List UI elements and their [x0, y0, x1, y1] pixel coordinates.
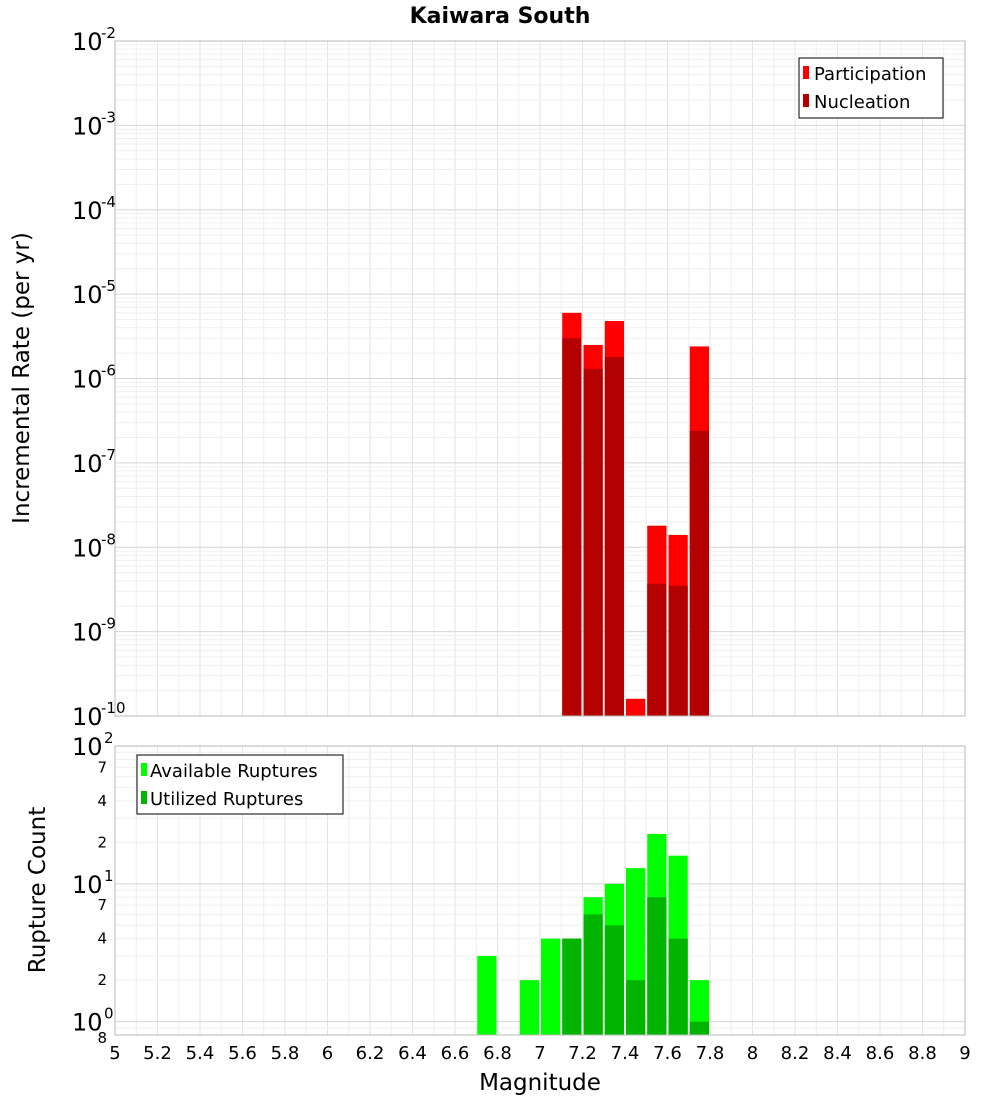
- count-y-minor-tick-label: 7: [97, 758, 107, 776]
- rate-y-tick-exponent: -4: [101, 193, 116, 211]
- count-y-tick-base: 10: [72, 871, 103, 899]
- bar-available-ruptures: [519, 980, 539, 1035]
- rate-y-tick-exponent: -9: [101, 615, 116, 633]
- count-y-axis-label: Rupture Count: [25, 807, 51, 973]
- magnitude-tick-label: 8.4: [823, 1043, 852, 1064]
- magnitude-tick-label: 6.8: [483, 1043, 512, 1064]
- rate-legend-frame: [798, 57, 944, 119]
- magnitude-tick-label: 7.6: [653, 1043, 682, 1064]
- rate-y-tick-exponent: -10: [101, 699, 126, 717]
- count-y-tick-exponent: 1: [104, 867, 114, 885]
- bar-utilized-ruptures: [562, 938, 582, 1035]
- magnitude-tick-label: 7.2: [568, 1043, 597, 1064]
- rate-y-tick-exponent: -8: [101, 530, 116, 548]
- count-y-minor-tick-label: 2: [97, 833, 107, 851]
- legend-swatch-nucleation: [803, 94, 809, 107]
- rate-y-tick-base: 10: [72, 366, 103, 394]
- legend-swatch-available: [141, 763, 147, 776]
- count-plot-bars: [477, 833, 709, 1035]
- magnitude-tick-label: 6.4: [398, 1043, 427, 1064]
- count-plot-frame: [114, 745, 966, 1036]
- count-y-minor-tick-label: 4: [97, 930, 107, 948]
- legend-label-participation: Participation: [814, 64, 926, 85]
- rate-y-tick-base: 10: [72, 534, 103, 562]
- magnitude-tick-label: 5.6: [228, 1043, 257, 1064]
- rate-y-axis-label: Incremental Rate (per yr): [9, 232, 35, 524]
- magnitude-tick-label: 7: [534, 1043, 545, 1064]
- magnitude-tick-label: 5.4: [186, 1043, 215, 1064]
- magnitude-tick-label: 6.6: [441, 1043, 470, 1064]
- count-y-minor-tick-label: 7: [97, 896, 107, 914]
- rate-plot-frame: [114, 40, 966, 717]
- count-y-tick-base: 10: [72, 1009, 103, 1037]
- legend-label-utilized: Utilized Ruptures: [150, 789, 303, 810]
- magnitude-tick-label: 9: [959, 1043, 970, 1064]
- rate-plot-bars: [562, 312, 709, 716]
- bar-nucleation: [562, 338, 582, 716]
- chart-title: Kaiwara South: [410, 4, 591, 29]
- magnitude-tick-label: 7.8: [696, 1043, 725, 1064]
- bar-participation: [626, 698, 646, 716]
- bar-utilized-ruptures: [668, 938, 688, 1035]
- legend-swatch-participation: [803, 66, 809, 79]
- count-y-tick-exponent: 2: [104, 729, 114, 747]
- bar-nucleation: [689, 430, 709, 716]
- legend-swatch-utilized: [141, 791, 147, 804]
- bar-nucleation: [668, 585, 688, 716]
- x-axis-label: Magnitude: [479, 1070, 601, 1096]
- count-y-tick-base: 10: [72, 733, 103, 761]
- magnitude-tick-label: 7.4: [611, 1043, 640, 1064]
- legend-label-nucleation: Nucleation: [814, 92, 910, 113]
- rate-y-tick-base: 10: [72, 450, 103, 478]
- rate-plot-grid: [114, 40, 966, 717]
- magnitude-tick-label: 8.6: [866, 1043, 895, 1064]
- legend-label-available: Available Ruptures: [150, 761, 318, 782]
- magnitude-tick-label: 5.8: [271, 1043, 300, 1064]
- magnitude-tick-label: 8.8: [908, 1043, 937, 1064]
- magnitude-x-ticks: 5 5.2 5.4 5.6 5.8 6 6.2 6.4 6.6 6.8 7 7.2 7.4 7.6 7.8 8…: [109, 1043, 970, 1064]
- rate-y-tick-exponent: -5: [101, 277, 116, 295]
- bar-utilized-ruptures: [583, 914, 603, 1035]
- count-y-minor-tick-label: 8: [97, 1029, 107, 1047]
- rate-y-tick-exponent: -7: [101, 446, 116, 464]
- magnitude-tick-label: 8: [747, 1043, 758, 1064]
- rate-y-tick-base: 10: [72, 619, 103, 647]
- count-y-minor-tick-label: 4: [97, 792, 107, 810]
- rate-y-tick-base: 10: [72, 281, 103, 309]
- bar-available-ruptures: [541, 938, 561, 1035]
- rate-y-tick-exponent: -2: [101, 24, 116, 42]
- rate-y-tick-base: 10: [72, 703, 103, 731]
- bar-nucleation: [647, 583, 667, 716]
- rate-y-tick-base: 10: [72, 112, 103, 140]
- bar-utilized-ruptures: [604, 925, 624, 1035]
- magnitude-tick-label: 6.2: [356, 1043, 385, 1064]
- bar-utilized-ruptures: [689, 1021, 709, 1035]
- bar-available-ruptures: [477, 955, 497, 1035]
- rate-y-tick-exponent: -3: [101, 108, 116, 126]
- bar-nucleation: [583, 368, 603, 716]
- bar-utilized-ruptures: [626, 980, 646, 1035]
- rate-y-tick-base: 10: [72, 197, 103, 225]
- rate-y-tick-base: 10: [72, 28, 103, 56]
- rate-legend: Participation Nucleation: [798, 57, 944, 119]
- rate-y-tick-exponent: -6: [101, 362, 116, 380]
- count-legend: Available Ruptures Utilized Ruptures: [136, 754, 344, 815]
- count-legend-frame: [136, 754, 344, 815]
- bar-utilized-ruptures: [647, 897, 667, 1035]
- count-y-tick-exponent: 0: [104, 1005, 114, 1023]
- magnitude-tick-label: 5: [109, 1043, 120, 1064]
- magnitude-tick-label: 5.2: [143, 1043, 172, 1064]
- bar-nucleation: [604, 356, 624, 716]
- magnitude-tick-label: 6: [322, 1043, 333, 1064]
- magnitude-tick-label: 8.2: [781, 1043, 810, 1064]
- count-y-minor-tick-label: 2: [97, 971, 107, 989]
- bar-available-ruptures: [689, 980, 709, 1035]
